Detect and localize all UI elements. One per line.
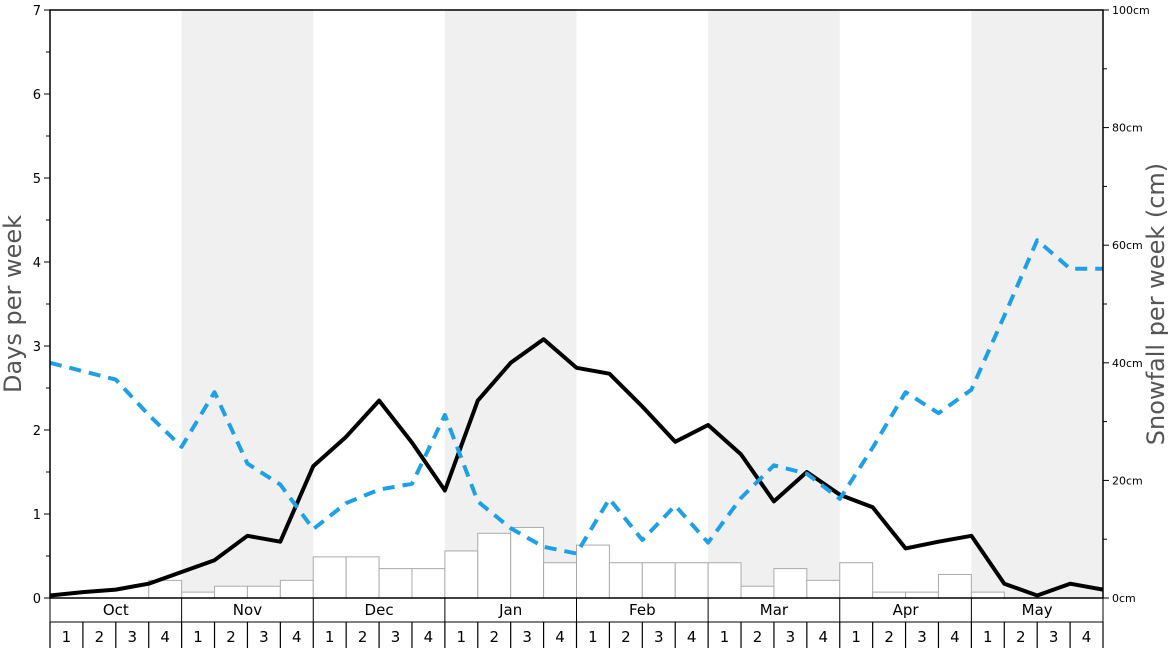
snowfall-bar <box>378 568 413 599</box>
right-tick-label: 80cm <box>1112 122 1143 135</box>
snowfall-bar <box>872 591 907 599</box>
week-label: 3 <box>1049 628 1059 646</box>
week-label: 1 <box>983 628 993 646</box>
left-axis: 0 1 2 3 4 5 6 7 <box>33 4 50 607</box>
week-label: 1 <box>193 628 203 646</box>
left-tick-label: 4 <box>33 256 41 271</box>
month-band-may <box>971 10 1103 598</box>
week-label-row: 1 2 3 4 1 2 3 4 1 2 3 4 1 2 3 4 1 2 3 4 1 2 3 4 1 2 3 4 1 2 3 4 <box>49 622 1104 648</box>
week-label: 3 <box>127 628 137 646</box>
week-label: 2 <box>226 628 236 646</box>
month-bands <box>181 10 1103 598</box>
week-label: 1 <box>325 628 335 646</box>
left-tick-label: 5 <box>33 172 41 187</box>
right-tick-label: 60cm <box>1112 239 1143 252</box>
right-tick-label: 20cm <box>1112 474 1143 487</box>
week-label: 3 <box>391 628 401 646</box>
week-label: 2 <box>884 628 894 646</box>
week-label: 4 <box>555 628 565 646</box>
month-label: Oct <box>103 601 129 619</box>
snowfall-bar <box>444 550 479 599</box>
snowfall-bar <box>543 562 577 599</box>
week-label: 2 <box>1016 628 1026 646</box>
right-axis: 0cm 20cm 40cm 60cm 80cm 100cm <box>1103 4 1150 605</box>
left-tick-label: 1 <box>33 508 41 523</box>
snowfall-bar <box>970 591 1005 599</box>
series-line-dashed <box>49 238 1103 556</box>
snowfall-bar <box>246 585 281 599</box>
series-lines <box>49 238 1104 598</box>
month-band-mar <box>708 10 840 598</box>
snowfall-bar <box>839 562 874 599</box>
y-axis-label-left: Days per week <box>0 215 27 393</box>
month-label: Feb <box>629 601 656 619</box>
week-label: 3 <box>786 628 796 646</box>
month-label: Mar <box>760 601 789 619</box>
snowfall-bars <box>148 526 1005 599</box>
week-label: 2 <box>95 628 105 646</box>
week-label: 4 <box>687 628 697 646</box>
snowfall-bar <box>740 585 775 599</box>
week-label: 4 <box>160 628 170 646</box>
week-label: 4 <box>1082 628 1092 646</box>
snowfall-bar <box>937 573 972 599</box>
week-label: 1 <box>62 628 72 646</box>
month-band-jan <box>444 10 577 598</box>
snowfall-bar <box>608 562 643 599</box>
snowfall-bar <box>806 579 841 599</box>
right-tick-label: 0cm <box>1112 592 1136 605</box>
snowfall-bar <box>411 568 446 599</box>
week-label: 1 <box>588 628 598 646</box>
week-label: 2 <box>358 628 368 646</box>
week-label: 4 <box>292 628 302 646</box>
week-label: 1 <box>720 628 730 646</box>
snowfall-bar <box>641 562 676 599</box>
month-label: Jan <box>498 601 522 619</box>
week-label: 4 <box>819 628 829 646</box>
snowfall-bar <box>707 562 742 599</box>
snowfall-bar <box>477 532 512 599</box>
left-tick-label: 2 <box>33 424 41 439</box>
week-label: 4 <box>950 628 960 646</box>
week-label: 3 <box>259 628 269 646</box>
snowfall-bar <box>312 556 347 599</box>
snowfall-bar <box>773 568 808 599</box>
week-label: 2 <box>621 628 631 646</box>
week-label: 3 <box>917 628 927 646</box>
snowfall-bar <box>905 591 939 599</box>
right-tick-label: 100cm <box>1112 4 1150 17</box>
snowfall-bar <box>345 556 380 599</box>
left-tick-label: 6 <box>33 88 41 103</box>
week-label: 1 <box>457 628 467 646</box>
snowfall-bar <box>576 544 610 599</box>
week-label: 3 <box>522 628 532 646</box>
week-label: 2 <box>753 628 763 646</box>
month-label-row: Oct Nov Dec Jan Feb Mar Apr May <box>49 598 1104 623</box>
series-line-solid <box>49 337 1104 598</box>
week-label: 2 <box>489 628 499 646</box>
week-label: 1 <box>851 628 861 646</box>
left-tick-label: 7 <box>33 4 41 19</box>
snowfall-bar <box>674 562 709 599</box>
snowfall-bar <box>181 591 216 599</box>
right-tick-label: 40cm <box>1112 357 1143 370</box>
month-label: Nov <box>233 601 262 619</box>
left-tick-label: 3 <box>33 340 41 355</box>
week-label: 4 <box>424 628 434 646</box>
y-axis-label-right: Snowfall per week (cm) <box>1142 163 1168 445</box>
week-label: 3 <box>654 628 664 646</box>
month-label: Apr <box>893 601 920 619</box>
month-label: May <box>1022 601 1053 619</box>
month-label: Dec <box>365 601 394 619</box>
snowfall-bar <box>279 579 314 599</box>
snowfall-bar <box>214 585 248 599</box>
left-tick-label: 0 <box>33 592 41 607</box>
